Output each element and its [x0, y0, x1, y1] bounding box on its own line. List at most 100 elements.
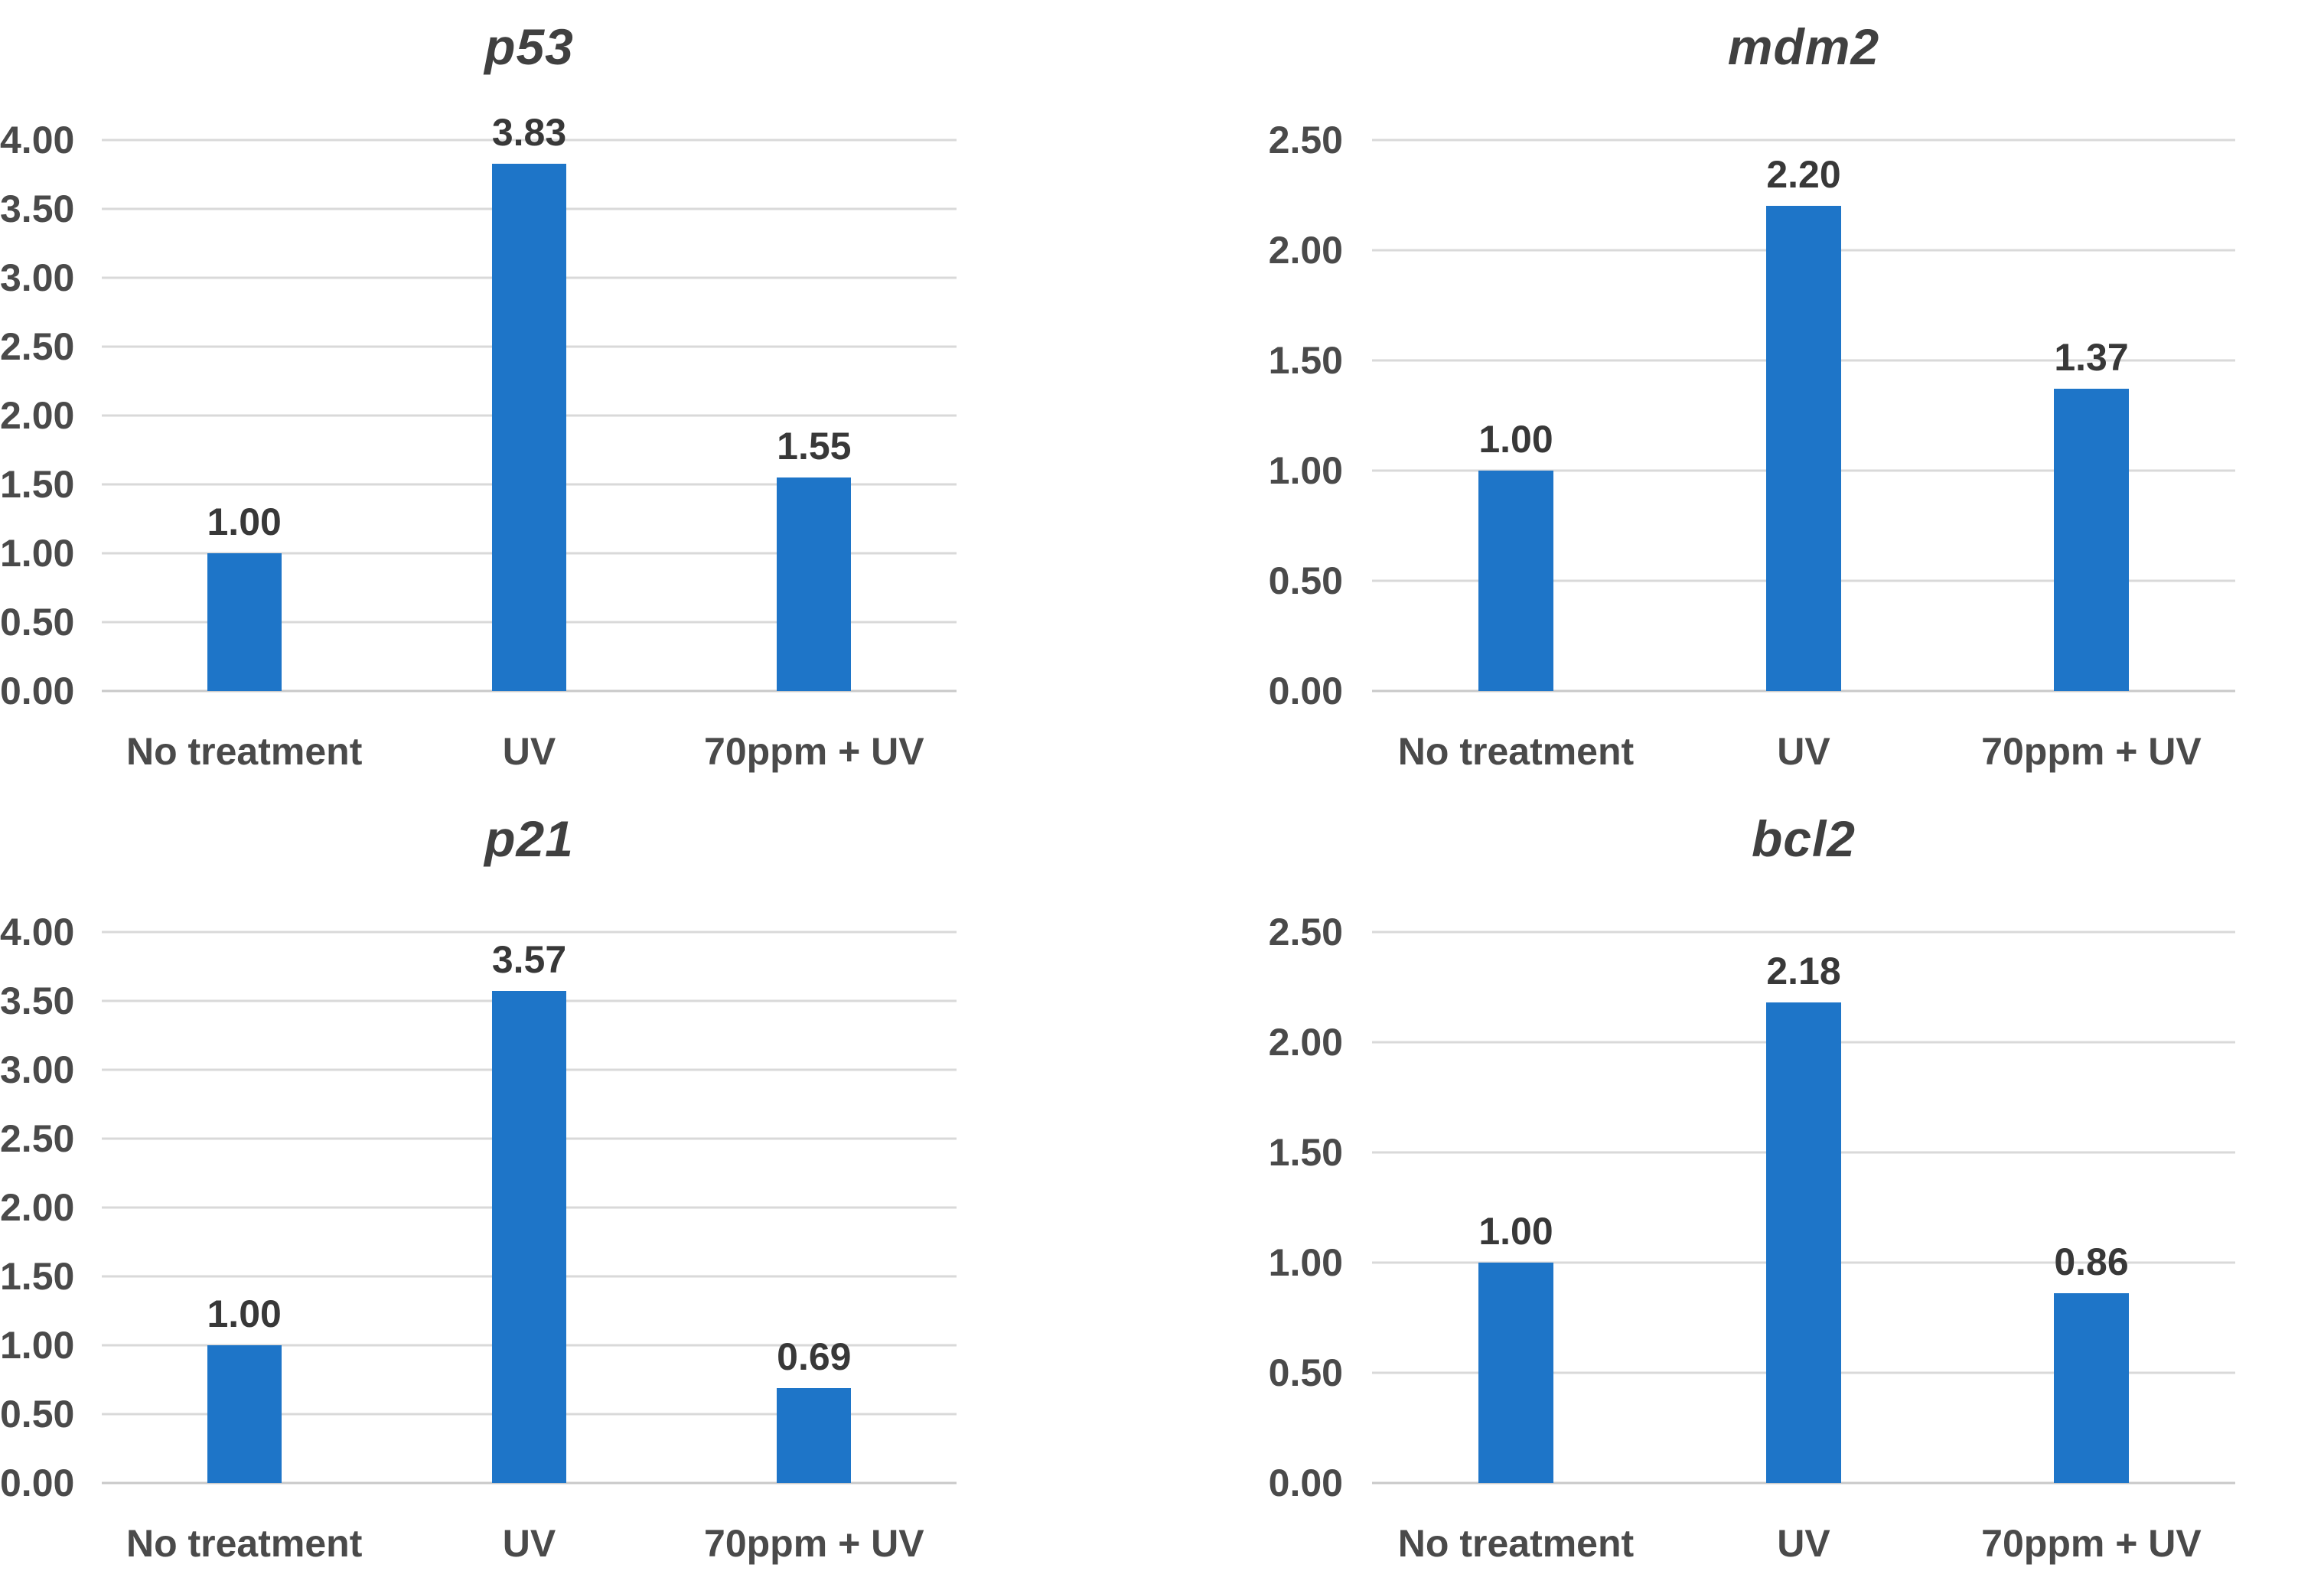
bar-value-label: 1.55 — [777, 425, 852, 468]
y-tick-label: 2.00 — [1268, 1021, 1343, 1064]
bar-slot: 0.69 — [672, 932, 957, 1483]
bar-slot: 1.00 — [102, 932, 386, 1483]
plot-area: 1.00 2.18 0.86 — [1372, 931, 2235, 1485]
chart-panel-p53: p53 0.00 0.50 1.00 1.50 2.00 2.50 3.00 3.50 4.00… — [0, 0, 1162, 792]
gridline — [1372, 931, 2235, 934]
y-tick-label: 2.00 — [1268, 229, 1343, 272]
bar-slot: 1.00 — [102, 140, 386, 691]
plot-area: 1.00 2.20 1.37 — [1372, 139, 2235, 693]
y-tick-label: 2.00 — [0, 394, 75, 437]
bar-slot: 2.18 — [1660, 932, 1948, 1483]
bar — [2054, 1293, 2129, 1483]
chart-title-p53: p53 — [484, 18, 574, 75]
plot-area: 1.00 3.83 1.55 — [102, 113, 957, 693]
x-category-label: No treatment — [125, 730, 363, 773]
bar — [1766, 1002, 1841, 1483]
x-category-label: UV — [502, 730, 556, 773]
gridline — [1372, 1481, 2235, 1485]
gridline — [102, 689, 957, 693]
y-tick-label: 0.50 — [1268, 1351, 1343, 1394]
bar — [492, 163, 566, 691]
bar-slot: 3.83 — [386, 113, 671, 691]
gridline — [102, 1481, 957, 1485]
y-tick-label: 2.50 — [0, 1117, 75, 1160]
y-axis: 0.00 0.50 1.00 1.50 2.00 2.50 — [1162, 121, 1343, 710]
bar-value-label: 1.00 — [1478, 418, 1553, 461]
bar — [2054, 389, 2129, 691]
y-axis: 0.00 0.50 1.00 1.50 2.00 2.50 3.00 3.50 4.00 — [0, 913, 75, 1502]
chart-panel-p21: p21 0.00 0.50 1.00 1.50 2.00 2.50 3.00 3.50 4.00… — [0, 792, 1162, 1584]
x-category-label: No treatment — [1397, 1522, 1635, 1565]
y-tick-label: 2.50 — [1268, 911, 1343, 953]
x-axis: No treatment UV 70ppm + UV — [102, 1483, 957, 1584]
y-tick-label: 1.00 — [0, 532, 75, 575]
bar — [1478, 1263, 1553, 1483]
bar-value-label: 2.20 — [1766, 153, 1841, 197]
bar-slot: 1.00 — [1372, 140, 1660, 691]
bar — [492, 991, 566, 1483]
x-category-label: 70ppm + UV — [1981, 730, 2202, 773]
bar-value-label: 3.57 — [491, 938, 567, 982]
y-tick-label: 1.50 — [0, 463, 75, 506]
x-axis: No treatment UV 70ppm + UV — [1372, 1483, 2235, 1584]
y-tick-label: 1.50 — [1268, 1131, 1343, 1174]
y-axis: 0.00 0.50 1.00 1.50 2.00 2.50 — [1162, 913, 1343, 1502]
y-tick-label: 0.00 — [0, 670, 75, 712]
bar-value-label: 1.00 — [207, 500, 282, 543]
y-tick-label: 1.50 — [0, 1255, 75, 1298]
bar-slot: 2.20 — [1660, 140, 1948, 691]
bar-value-label: 1.00 — [207, 1292, 282, 1335]
bar-value-label: 2.18 — [1766, 950, 1841, 993]
bar-slot: 1.37 — [1948, 140, 2235, 691]
gridline — [1372, 139, 2235, 142]
y-tick-label: 0.50 — [1268, 559, 1343, 602]
x-category-label: 70ppm + UV — [704, 730, 924, 773]
chart-title-p21: p21 — [484, 810, 574, 867]
y-tick-label: 3.50 — [0, 187, 75, 230]
x-category-label: UV — [502, 1522, 556, 1565]
bar-slot: 3.57 — [386, 932, 671, 1483]
x-category-label: UV — [1777, 730, 1830, 773]
bar-value-label: 0.86 — [2054, 1240, 2129, 1284]
gridline — [1372, 689, 2235, 693]
y-tick-label: 2.50 — [0, 325, 75, 368]
y-tick-label: 3.00 — [0, 256, 75, 299]
bar-value-label: 3.83 — [491, 110, 567, 154]
y-tick-label: 1.00 — [1268, 1241, 1343, 1284]
bar — [777, 477, 852, 691]
bar-slot: 1.00 — [1372, 932, 1660, 1483]
y-tick-label: 0.50 — [0, 1393, 75, 1436]
y-tick-label: 1.00 — [0, 1324, 75, 1367]
y-axis: 0.00 0.50 1.00 1.50 2.00 2.50 3.00 3.50 4.00 — [0, 121, 75, 710]
y-tick-label: 4.00 — [0, 911, 75, 953]
chart-panel-bcl2: bcl2 0.00 0.50 1.00 1.50 2.00 2.50 1.00 2.18 0.… — [1162, 792, 2324, 1584]
y-tick-label: 1.50 — [1268, 339, 1343, 382]
x-category-label: UV — [1777, 1522, 1830, 1565]
x-axis: No treatment UV 70ppm + UV — [102, 691, 957, 792]
y-tick-label: 1.00 — [1268, 449, 1343, 492]
x-category-label: 70ppm + UV — [1981, 1522, 2202, 1565]
bar-slot: 0.86 — [1948, 932, 2235, 1483]
gridline — [102, 931, 957, 934]
plot-area: 1.00 3.57 0.69 — [102, 931, 957, 1485]
x-axis: No treatment UV 70ppm + UV — [1372, 691, 2235, 792]
y-tick-label: 3.50 — [0, 979, 75, 1022]
bar-value-label: 1.00 — [1478, 1210, 1553, 1253]
y-tick-label: 2.50 — [1268, 119, 1343, 161]
chart-title-bcl2: bcl2 — [1751, 810, 1856, 867]
bar-value-label: 1.37 — [2054, 336, 2129, 380]
bar-slot: 1.55 — [672, 140, 957, 691]
y-tick-label: 0.50 — [0, 601, 75, 644]
bar-value-label: 0.69 — [777, 1335, 852, 1378]
bar — [777, 1387, 852, 1483]
chart-title-mdm2: mdm2 — [1727, 18, 1880, 75]
bar — [207, 553, 282, 691]
bar — [1478, 471, 1553, 691]
y-tick-label: 3.00 — [0, 1048, 75, 1091]
y-tick-label: 2.00 — [0, 1186, 75, 1229]
y-tick-label: 0.00 — [1268, 670, 1343, 712]
x-category-label: 70ppm + UV — [704, 1522, 924, 1565]
gridline — [102, 139, 957, 142]
chart-panel-mdm2: mdm2 0.00 0.50 1.00 1.50 2.00 2.50 1.00 2.20 1.… — [1162, 0, 2324, 792]
